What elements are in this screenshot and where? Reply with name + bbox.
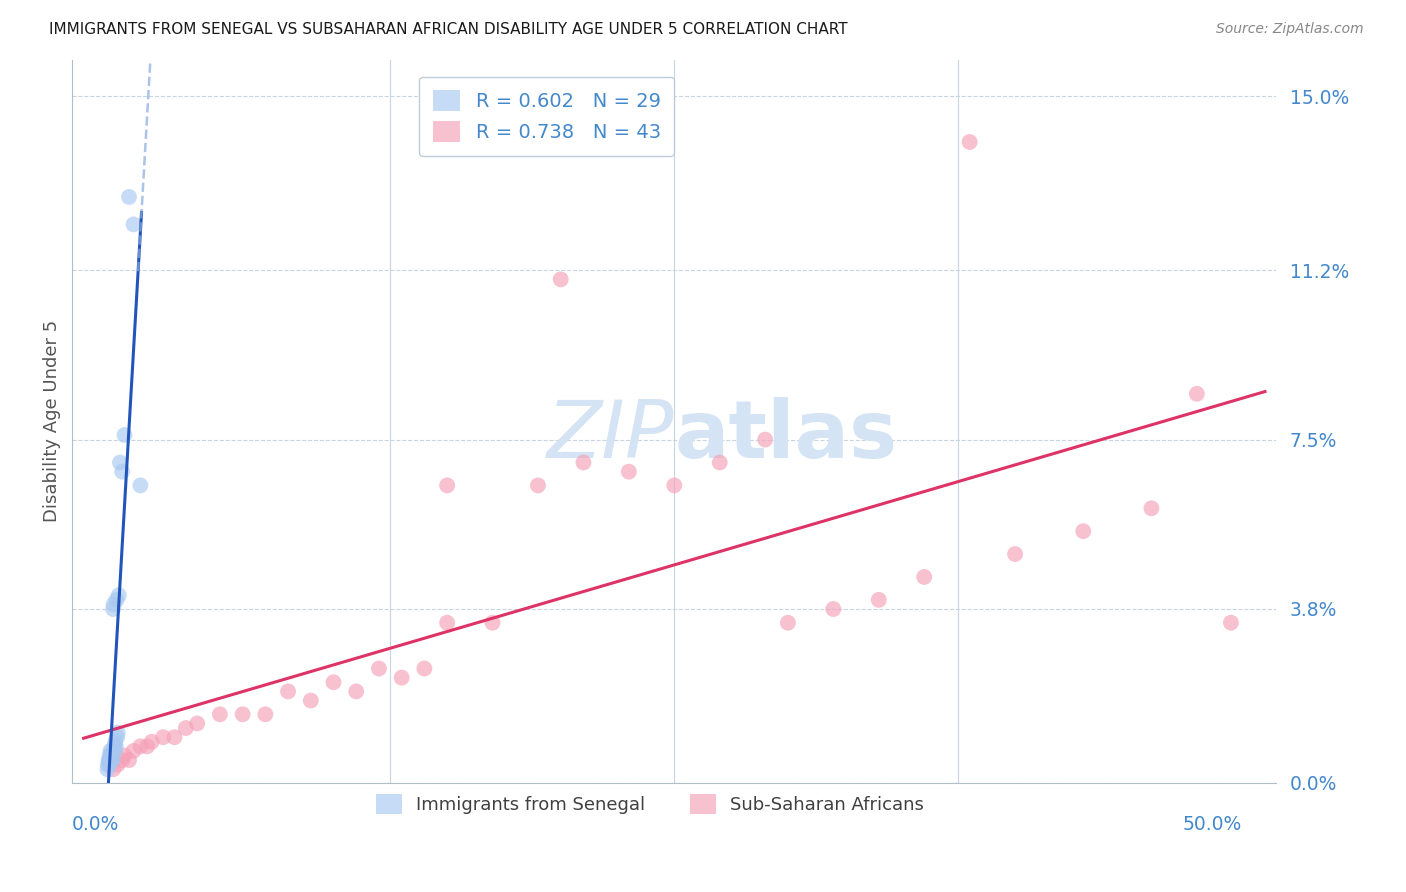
- Text: 50.0%: 50.0%: [1182, 815, 1243, 834]
- Point: [111, 465, 134, 479]
- Point: [122, 218, 145, 232]
- Point: [105, 730, 128, 744]
- Point: [277, 684, 299, 698]
- Text: ZIP: ZIP: [547, 397, 675, 475]
- Point: [436, 478, 458, 492]
- Text: Source: ZipAtlas.com: Source: ZipAtlas.com: [1216, 22, 1364, 37]
- Point: [100, 744, 122, 758]
- Point: [208, 707, 231, 722]
- Point: [101, 753, 124, 767]
- Point: [391, 671, 413, 685]
- Point: [436, 615, 458, 630]
- Point: [100, 753, 122, 767]
- Point: [111, 753, 134, 767]
- Point: [163, 730, 186, 744]
- Point: [97, 753, 120, 767]
- Legend: Immigrants from Senegal, Sub-Saharan Africans: Immigrants from Senegal, Sub-Saharan Afr…: [370, 787, 931, 821]
- Point: [186, 716, 208, 731]
- Point: [104, 735, 127, 749]
- Point: [114, 748, 136, 763]
- Point: [98, 757, 121, 772]
- Point: [299, 693, 322, 707]
- Point: [101, 602, 124, 616]
- Point: [550, 272, 572, 286]
- Point: [118, 190, 141, 204]
- Point: [754, 433, 776, 447]
- Text: atlas: atlas: [675, 397, 897, 475]
- Point: [617, 465, 640, 479]
- Point: [118, 753, 141, 767]
- Point: [823, 602, 845, 616]
- Point: [912, 570, 935, 584]
- Point: [136, 739, 159, 754]
- Point: [1219, 615, 1241, 630]
- Point: [776, 615, 799, 630]
- Point: [100, 748, 122, 763]
- Point: [108, 455, 131, 469]
- Point: [114, 428, 136, 442]
- Point: [232, 707, 254, 722]
- Text: 0.0%: 0.0%: [72, 815, 120, 834]
- Text: IMMIGRANTS FROM SENEGAL VS SUBSAHARAN AFRICAN DISABILITY AGE UNDER 5 CORRELATION: IMMIGRANTS FROM SENEGAL VS SUBSAHARAN AF…: [49, 22, 848, 37]
- Point: [97, 757, 120, 772]
- Point: [103, 598, 125, 612]
- Point: [152, 730, 174, 744]
- Point: [141, 735, 163, 749]
- Point: [344, 684, 367, 698]
- Point: [868, 592, 890, 607]
- Point: [104, 739, 127, 754]
- Point: [129, 478, 152, 492]
- Point: [413, 661, 436, 675]
- Point: [129, 739, 152, 754]
- Point: [709, 455, 731, 469]
- Point: [1140, 501, 1163, 516]
- Point: [1185, 386, 1208, 401]
- Point: [527, 478, 550, 492]
- Point: [101, 744, 124, 758]
- Point: [254, 707, 277, 722]
- Point: [1071, 524, 1094, 538]
- Point: [664, 478, 686, 492]
- Point: [98, 753, 121, 767]
- Point: [368, 661, 391, 675]
- Point: [1004, 547, 1026, 561]
- Point: [107, 588, 129, 602]
- Point: [959, 135, 981, 149]
- Point: [572, 455, 595, 469]
- Y-axis label: Disability Age Under 5: Disability Age Under 5: [44, 320, 60, 523]
- Point: [322, 675, 344, 690]
- Point: [174, 721, 197, 735]
- Point: [107, 757, 129, 772]
- Point: [105, 592, 128, 607]
- Point: [101, 762, 124, 776]
- Point: [107, 725, 129, 739]
- Point: [98, 748, 121, 763]
- Point: [481, 615, 503, 630]
- Point: [103, 739, 125, 754]
- Point: [98, 753, 121, 767]
- Point: [122, 744, 145, 758]
- Point: [101, 748, 124, 763]
- Point: [96, 762, 118, 776]
- Point: [104, 744, 127, 758]
